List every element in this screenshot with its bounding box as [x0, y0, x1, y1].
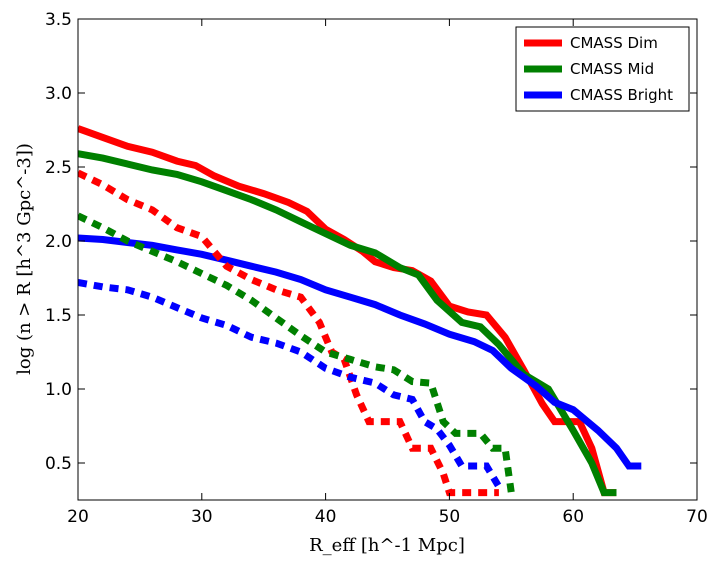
x-tick-label: 20	[67, 507, 89, 527]
legend-label-cmass-bright: CMASS Bright	[570, 86, 673, 104]
cmass-bright-line	[78, 234, 642, 470]
y-tick-label: 2.0	[45, 232, 72, 252]
x-tick-label: 70	[686, 507, 708, 527]
x-tick-label: 60	[562, 507, 584, 527]
legend-label-cmass-mid: CMASS Mid	[570, 60, 654, 78]
y-tick-label: 0.5	[45, 454, 72, 474]
y-tick-label: 3.0	[45, 84, 72, 104]
y-axis-label: log (n > R [h^3 Gpc^-3])	[14, 143, 35, 375]
series-5-dashed-line	[78, 278, 502, 489]
legend: CMASS Dim CMASS Mid CMASS Bright	[515, 26, 690, 112]
cmass-dim-line	[78, 125, 617, 497]
series-layer	[78, 125, 642, 497]
x-tick-label: 30	[191, 507, 213, 527]
series-3-dashed-line	[78, 169, 499, 497]
plot-frame	[77, 18, 698, 501]
x-tick-label: 50	[439, 507, 461, 527]
y-tick-label: 2.5	[45, 158, 72, 178]
y-tick-label: 1.0	[45, 380, 72, 400]
x-tick-label: 40	[315, 507, 337, 527]
y-tick-label: 3.5	[45, 10, 72, 30]
series-4-dashed-line	[78, 212, 515, 494]
cmass-mid-line	[78, 150, 617, 497]
y-tick-label: 1.5	[45, 306, 72, 326]
legend-label-cmass-dim: CMASS Dim	[570, 34, 658, 52]
ticks-layer: 20 30 40 50 60 70 0.5 1.0 1.5 2.0 2.5 3.0 3.5	[45, 10, 708, 527]
x-axis-label: R_eff [h^-1 Mpc]	[309, 535, 465, 556]
